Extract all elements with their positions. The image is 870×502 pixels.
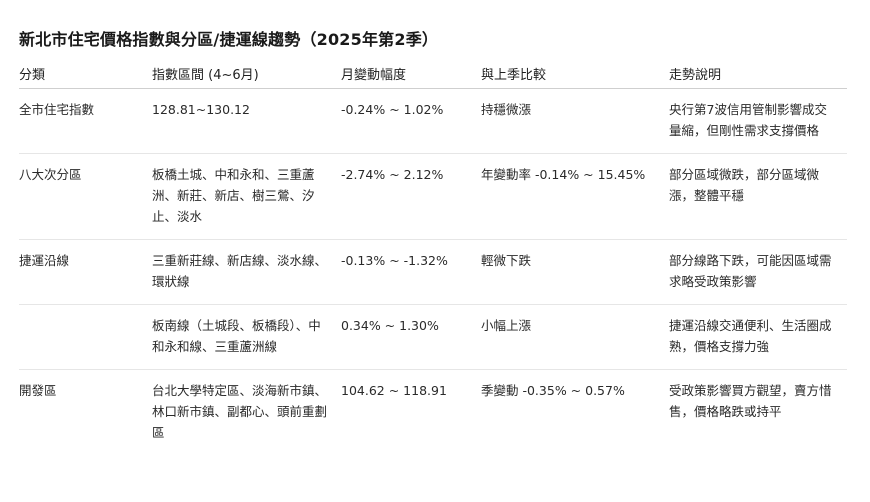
cell-trend-note: 部分線路下跌，可能因區域需求略受政策影響 [669, 239, 847, 305]
cell-trend-note: 捷運沿線交通便利、生活圈成熟，價格支撐力強 [669, 304, 847, 370]
cell-index-range: 板橋土城、中和永和、三重蘆洲、新莊、新店、樹三鶯、汐止、淡水 [152, 153, 341, 240]
header-vs-last-quarter: 與上季比較 [481, 58, 669, 89]
cell-index-range: 台北大學特定區、淡海新市鎮、林口新市鎮、副都心、頭前重劃區 [152, 383, 328, 440]
cell-vs-last-quarter: 輕微下跌 [481, 239, 669, 305]
cell-index-range: 三重新莊線、新店線、淡水線、環狀線 [152, 239, 341, 305]
cell-category: 全市住宅指數 [19, 88, 152, 154]
price-index-table: 分類 指數區間 (4~6月) 月變動幅度 與上季比較 走勢說明 全市住宅指數 1… [19, 58, 847, 455]
cell-monthly-change: -0.13% ~ -1.32% [341, 239, 481, 305]
table-header-row: 分類 指數區間 (4~6月) 月變動幅度 與上季比較 走勢說明 [19, 58, 847, 89]
cell-category: 捷運沿線 [19, 239, 152, 305]
cell-monthly-change: 0.34% ~ 1.30% [341, 304, 481, 370]
cell-category: 八大次分區 [19, 153, 152, 240]
table-row: 板南線（土城段、板橋段）、中和永和線、三重蘆洲線 0.34% ~ 1.30% 小… [19, 304, 847, 370]
cell-trend-note: 部分區域微跌，部分區域微漲，整體平穩 [669, 153, 847, 240]
cell-index-range: 128.81~130.12 [152, 88, 341, 154]
table-row: 全市住宅指數 128.81~130.12 -0.24% ~ 1.02% 持穩微漲… [19, 88, 847, 154]
cell-vs-last-quarter: 小幅上漲 [481, 304, 669, 370]
header-index-range: 指數區間 (4~6月) [152, 58, 341, 89]
header-monthly-change: 月變動幅度 [341, 58, 481, 89]
table-row: 捷運沿線 三重新莊線、新店線、淡水線、環狀線 -0.13% ~ -1.32% 輕… [19, 239, 847, 305]
cell-trend-note: 央行第7波信用管制影響成交量縮，但剛性需求支撐價格 [669, 88, 847, 154]
header-category: 分類 [19, 58, 152, 89]
cell-vs-last-quarter: 季變動 -0.35% ~ 0.57% [481, 383, 625, 398]
cell-monthly-change: 104.62 ~ 118.91 [341, 383, 447, 398]
cell-monthly-change: -0.24% ~ 1.02% [341, 88, 481, 154]
cell-category [19, 304, 152, 370]
cell-monthly-change: -2.74% ~ 2.12% [341, 153, 481, 240]
table-row: 八大次分區 板橋土城、中和永和、三重蘆洲、新莊、新店、樹三鶯、汐止、淡水 -2.… [19, 153, 847, 240]
cell-vs-last-quarter: 年變動率 -0.14% ~ 15.45% [481, 153, 669, 240]
cell-index-range: 板南線（土城段、板橋段）、中和永和線、三重蘆洲線 [152, 304, 341, 370]
header-trend-note: 走勢說明 [669, 58, 847, 89]
page-title: 新北市住宅價格指數與分區/捷運線趨勢（2025年第2季） [19, 30, 439, 49]
cell-trend-note: 受政策影響買方觀望，賣方惜售，價格略跌或持平 [669, 383, 832, 419]
cell-category: 開發區 [19, 383, 57, 398]
table-row: 開發區 台北大學特定區、淡海新市鎮、林口新市鎮、副都心、頭前重劃區 104.62… [19, 370, 847, 456]
cell-vs-last-quarter: 持穩微漲 [481, 88, 669, 154]
